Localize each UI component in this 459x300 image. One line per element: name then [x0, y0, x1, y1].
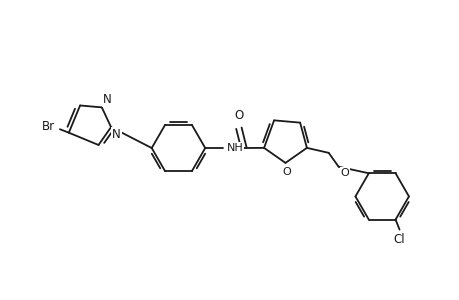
- Text: N: N: [112, 128, 121, 141]
- Text: Cl: Cl: [393, 233, 404, 247]
- Text: N: N: [102, 93, 112, 106]
- Text: O: O: [234, 109, 243, 122]
- Text: O: O: [340, 168, 348, 178]
- Text: O: O: [281, 167, 290, 177]
- Text: NH: NH: [226, 143, 243, 153]
- Text: Br: Br: [42, 120, 55, 133]
